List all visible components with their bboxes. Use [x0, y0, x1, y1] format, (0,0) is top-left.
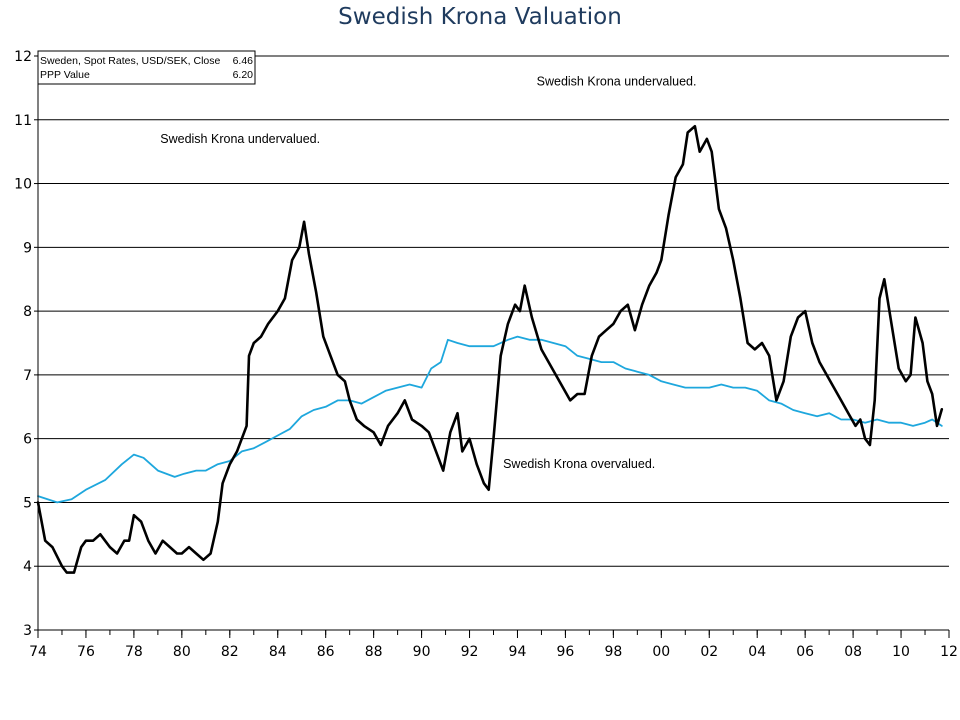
- x-tick-label-92: 92: [461, 644, 479, 660]
- x-tick-label-82: 82: [221, 644, 239, 660]
- series-line-ppp-value: [37, 335, 943, 504]
- y-tick-label-4: 4: [23, 559, 32, 575]
- legend-entry-label-1: Sweden, Spot Rates, USD/SEK, Close: [40, 55, 220, 67]
- series-line-sweden-spot-rates-usd-sek-close: [36, 124, 944, 574]
- annotation-3: Swedish Krona overvalued.: [503, 457, 655, 471]
- annotations: Swedish Krona undervalued. Swedish Krona …: [160, 75, 696, 472]
- legend-entry-value-2: 6.20: [233, 69, 254, 81]
- x-tick-label-06: 06: [796, 644, 814, 660]
- annotation-2: Swedish Krona undervalued.: [537, 75, 697, 89]
- x-tick-label-78: 78: [125, 644, 143, 660]
- chart-title: Swedish Krona Valuation: [338, 4, 622, 30]
- x-tick-label-00: 00: [652, 644, 670, 660]
- x-tick-label-84: 84: [269, 644, 287, 660]
- x-tick-label-76: 76: [77, 644, 95, 660]
- annotation-1: Swedish Krona undervalued.: [160, 132, 320, 146]
- x-tick-label-12: 12: [940, 644, 958, 660]
- x-tick-label-90: 90: [413, 644, 431, 660]
- series-lines: [36, 124, 944, 574]
- x-tick-label-80: 80: [173, 644, 191, 660]
- legend-entry-label-2: PPP Value: [40, 69, 90, 81]
- legend: Sweden, Spot Rates, USD/SEK, Close 6.46 PP…: [37, 50, 256, 85]
- y-tick-label-6: 6: [23, 432, 32, 448]
- axes: [34, 55, 950, 638]
- y-tick-label-12: 12: [14, 49, 32, 65]
- x-tick-label-86: 86: [317, 644, 335, 660]
- legend-box: [37, 50, 256, 85]
- y-tick-label-3: 3: [23, 623, 32, 639]
- y-tick-label-11: 11: [14, 113, 32, 129]
- y-tick-label-5: 5: [23, 495, 32, 511]
- x-tick-label-96: 96: [557, 644, 575, 660]
- y-tick-label-10: 10: [14, 177, 32, 193]
- y-tick-label-7: 7: [23, 368, 32, 384]
- x-tick-label-10: 10: [892, 644, 910, 660]
- x-tick-label-74: 74: [29, 644, 47, 660]
- y-tick-label-8: 8: [23, 304, 32, 320]
- y-tick-label-9: 9: [23, 240, 32, 256]
- x-tick-label-04: 04: [748, 644, 766, 660]
- x-tick-label-08: 08: [844, 644, 862, 660]
- legend-entry-value-1: 6.46: [233, 55, 254, 67]
- x-tick-label-94: 94: [509, 644, 527, 660]
- x-tick-label-88: 88: [365, 644, 383, 660]
- x-tick-label-98: 98: [604, 644, 622, 660]
- x-tick-label-02: 02: [700, 644, 718, 660]
